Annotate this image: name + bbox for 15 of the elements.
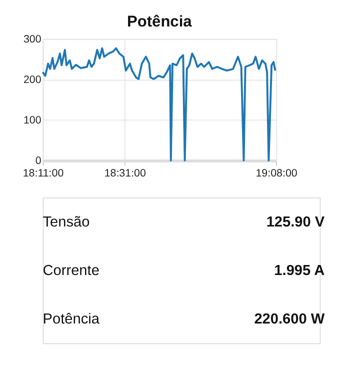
text: 1.995 A xyxy=(274,263,326,280)
y-tick-label: 200 xyxy=(23,74,42,86)
y-tick-label: 300 xyxy=(23,33,42,46)
y-tick-label: 0 xyxy=(35,154,42,167)
chart-title: Potência xyxy=(127,13,192,30)
y-tick-label: 100 xyxy=(23,114,42,126)
text: Tensão xyxy=(42,214,90,231)
text: Corrente xyxy=(42,263,100,280)
text: 125.90 V xyxy=(266,214,325,231)
x-tick-label: 18:31:00 xyxy=(104,167,146,180)
text: Potência xyxy=(42,312,100,328)
text: 220.600 W xyxy=(254,312,325,328)
x-tick-label: 18:11:00 xyxy=(22,167,64,180)
line-series xyxy=(42,47,276,162)
x-tick-label: 19:08:00 xyxy=(256,167,298,180)
